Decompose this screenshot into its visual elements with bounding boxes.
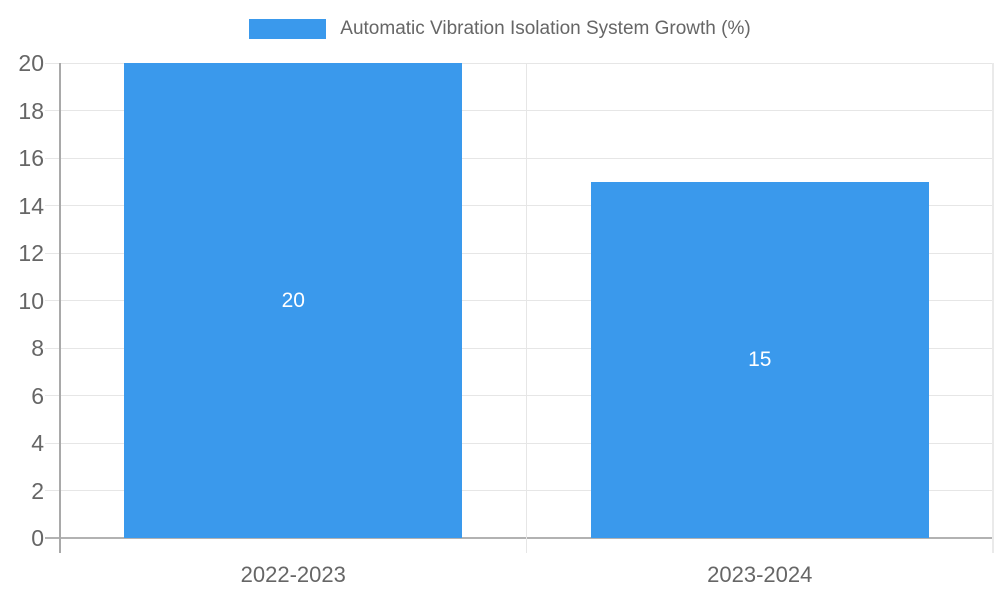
gridline-horizontal [45, 110, 993, 111]
gridline-horizontal [45, 252, 993, 254]
bar: 20 [124, 63, 463, 538]
y-axis-tick-label: 20 [18, 50, 44, 76]
y-axis-tick-label: 0 [31, 525, 44, 551]
y-axis-tick-label: 8 [31, 335, 44, 361]
gridline-vertical [526, 63, 527, 553]
x-axis-tick-label: 2023-2024 [707, 562, 813, 587]
y-axis-tick-label: 4 [31, 430, 44, 456]
y-axis-tick-label: 2 [31, 477, 44, 504]
legend-swatch-icon [249, 19, 327, 39]
y-axis-tick-label: 16 [18, 145, 44, 171]
x-axis-tick-label: 2022-2023 [240, 562, 346, 587]
legend-label: Automatic Vibration Isolation System Gro… [340, 18, 751, 39]
y-axis-tick-label: 6 [31, 382, 44, 409]
gridline-horizontal [45, 347, 993, 349]
y-axis-tick-label: 14 [18, 192, 44, 219]
chart-legend: Automatic Vibration Isolation System Gro… [0, 18, 1000, 40]
gridline-horizontal [45, 395, 993, 396]
y-axis-tick-label: 10 [18, 287, 44, 314]
x-axis-baseline [45, 537, 993, 539]
plot-right-edge-line [992, 63, 994, 553]
gridline-horizontal [45, 490, 993, 491]
y-axis-tick-label: 12 [18, 240, 44, 266]
gridline-horizontal [45, 157, 993, 159]
gridline-horizontal [45, 62, 993, 64]
y-axis-tick-label: 18 [18, 97, 44, 124]
gridline-horizontal [45, 442, 993, 444]
gridline-horizontal [45, 205, 993, 206]
bar-value-label: 15 [748, 347, 772, 371]
bar: 15 [590, 181, 929, 538]
bar-value-label: 20 [281, 288, 305, 312]
gridline-horizontal [45, 300, 993, 301]
y-axis-line [59, 63, 61, 553]
